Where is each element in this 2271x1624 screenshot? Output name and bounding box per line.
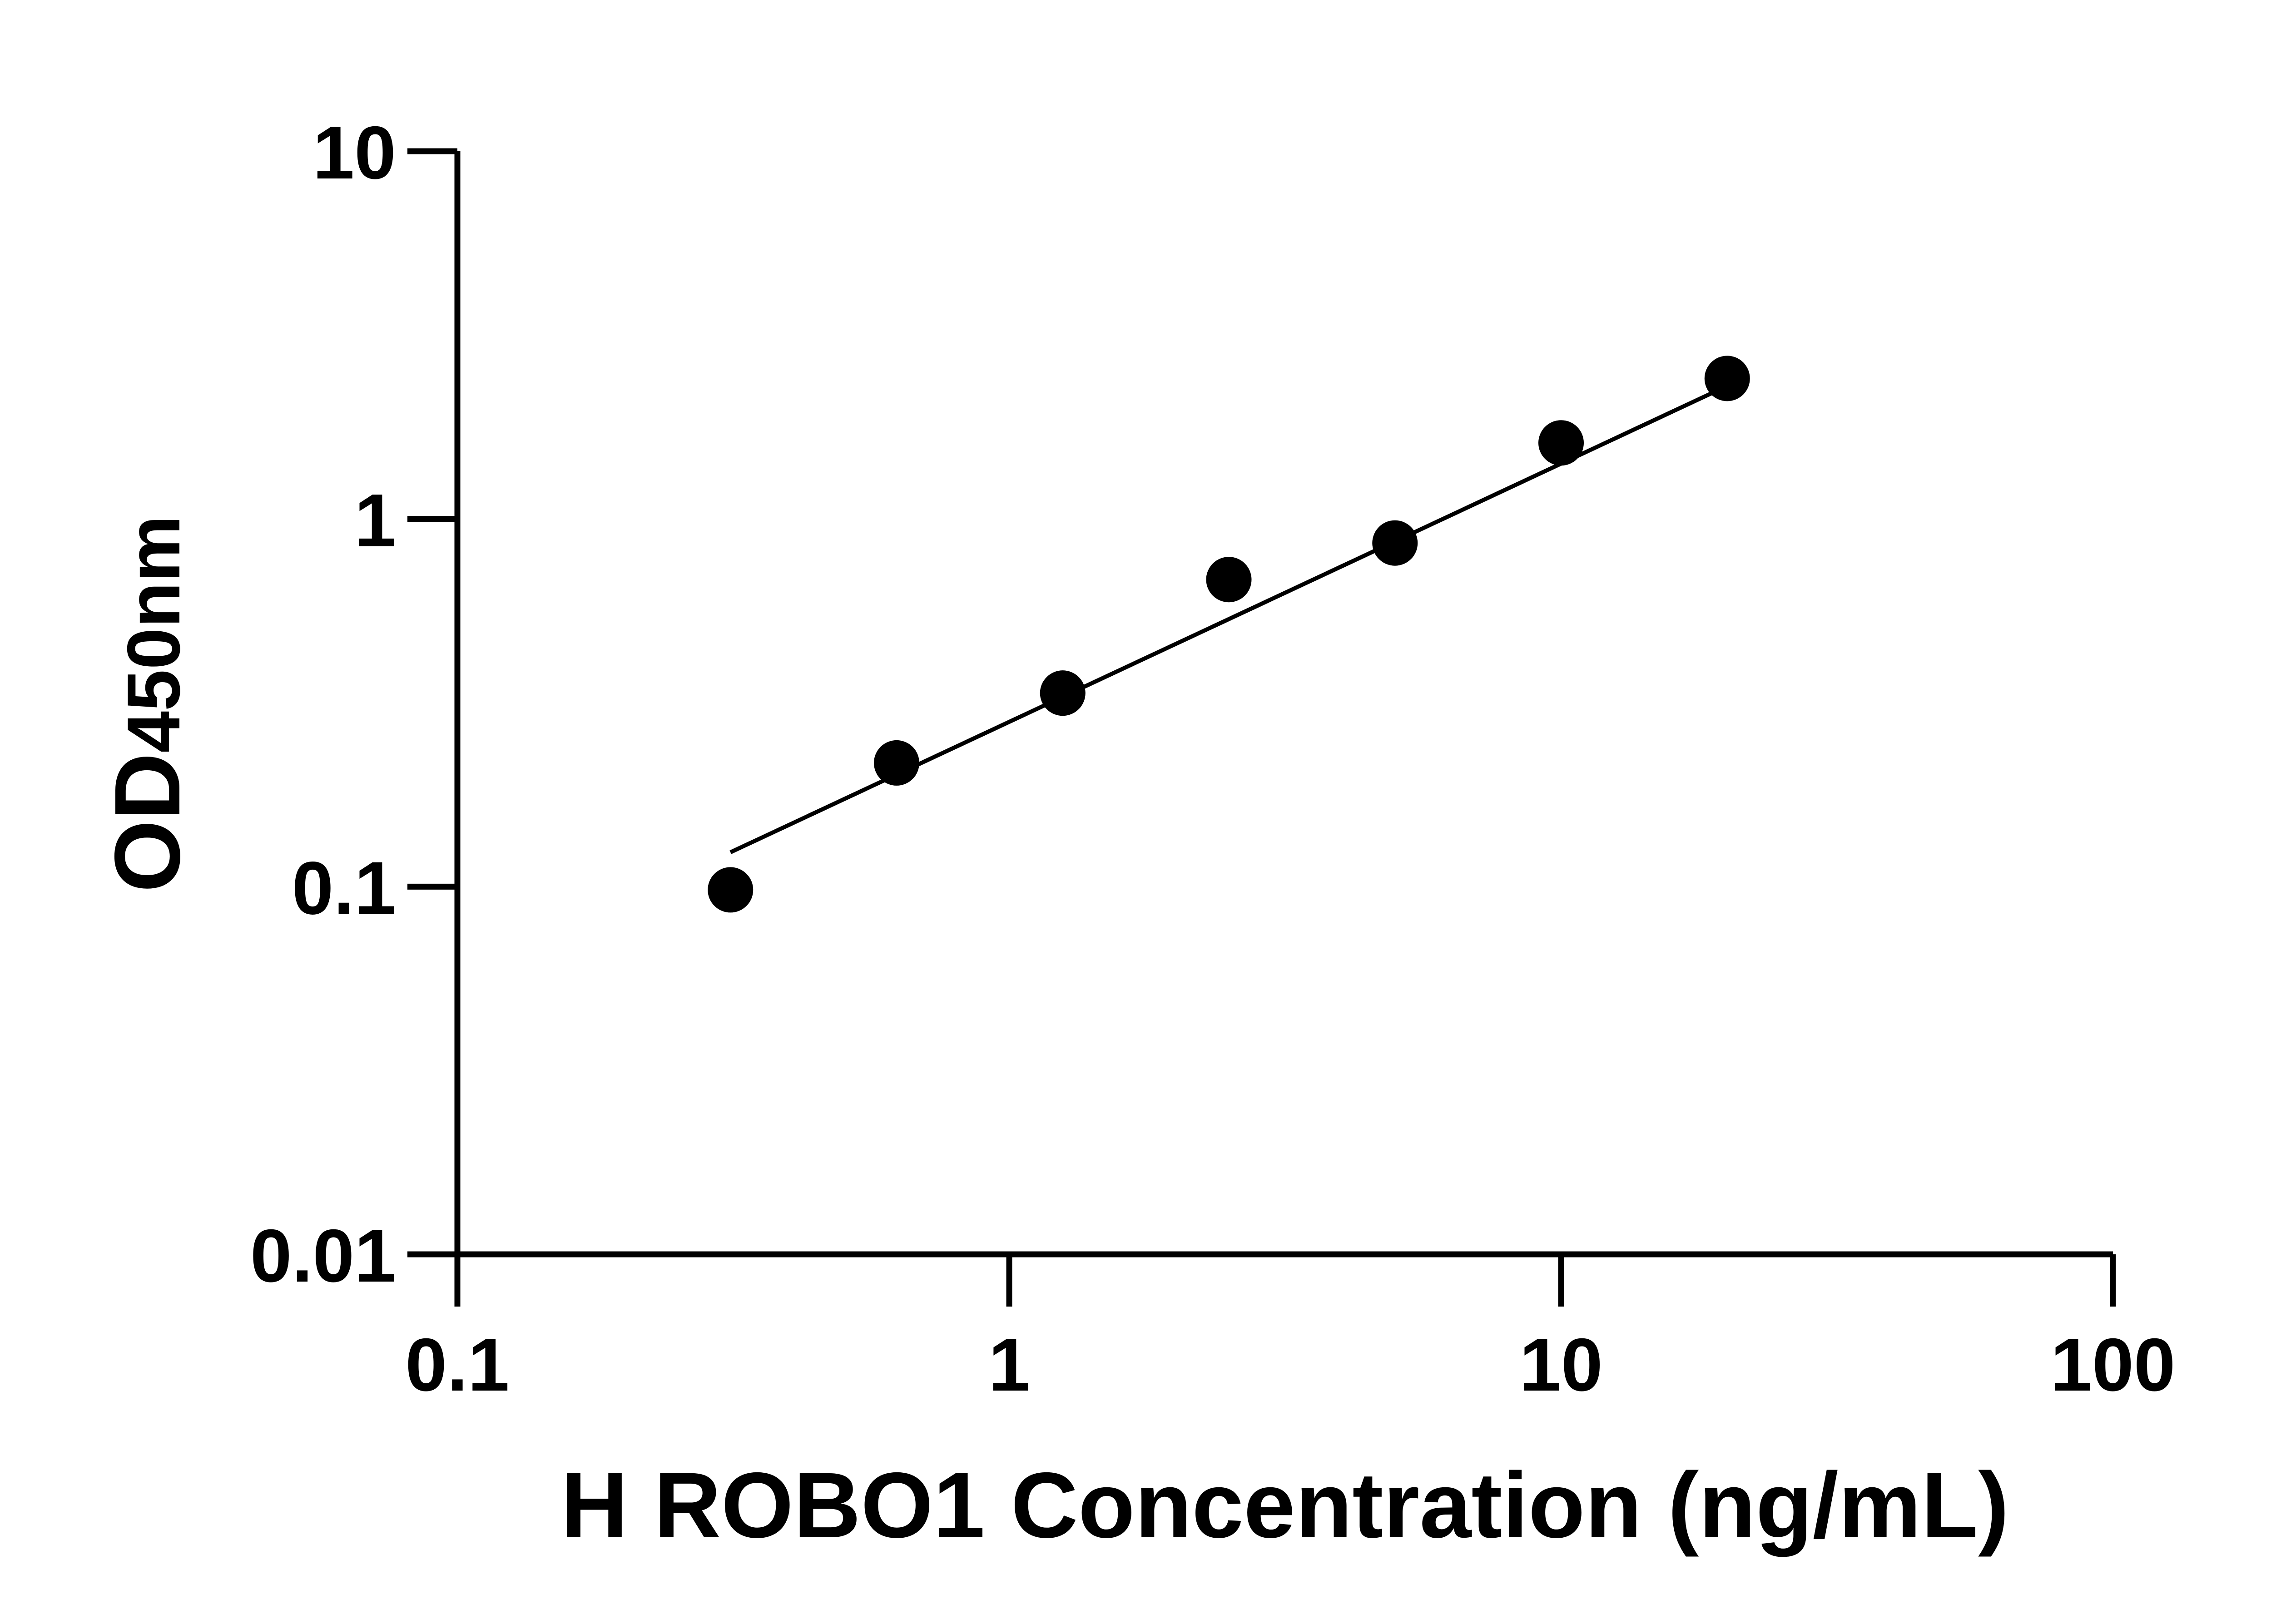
y-tick-label: 10: [312, 111, 396, 194]
data-point: [1040, 670, 1086, 716]
x-tick-label: 10: [1519, 1323, 1603, 1406]
y-axis-label-sub: 450nm: [112, 515, 195, 753]
y-tick-label: 0.1: [292, 846, 396, 930]
y-tick-label: 0.01: [250, 1214, 396, 1297]
y-axis-label-main: OD: [95, 753, 199, 893]
y-tick-label: 1: [354, 479, 396, 562]
data-point: [1704, 356, 1750, 401]
y-axis-label: OD450nm: [95, 515, 199, 892]
data-point: [873, 740, 919, 786]
x-tick-label: 1: [988, 1323, 1030, 1406]
data-marks: [708, 356, 1750, 913]
data-point: [1372, 520, 1418, 566]
x-axis-label: H ROBO1 Concentration (ng/mL): [561, 1453, 2009, 1557]
x-tick-label: 100: [2050, 1323, 2175, 1406]
x-tick-label: 0.1: [405, 1323, 509, 1406]
data-point: [708, 867, 754, 913]
data-point: [1538, 420, 1584, 466]
axes: [407, 148, 2116, 1307]
data-point: [1206, 557, 1252, 603]
